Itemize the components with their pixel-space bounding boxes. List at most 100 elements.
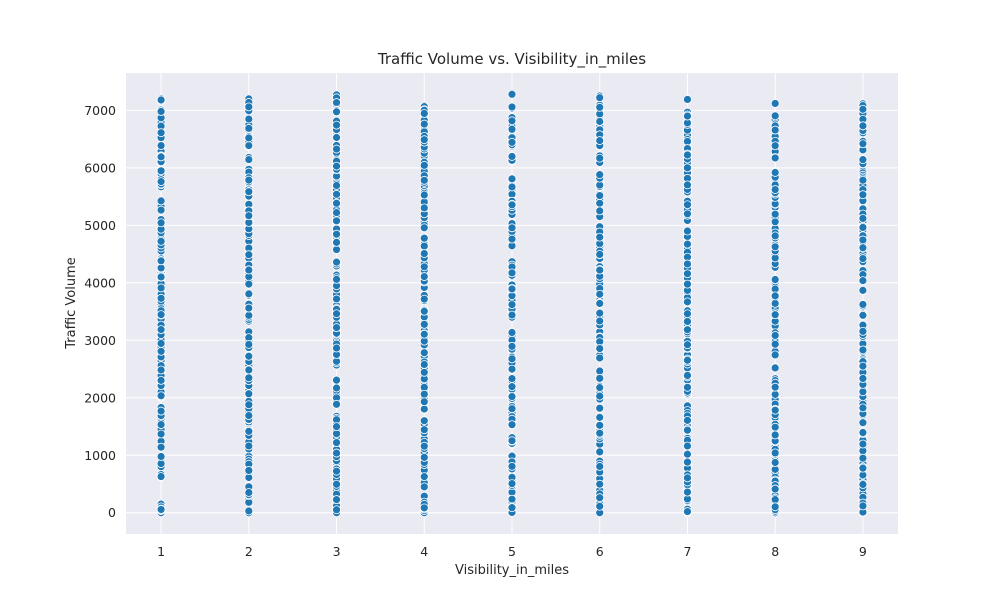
data-point	[595, 299, 605, 308]
data-point	[244, 389, 254, 399]
data-point	[332, 422, 341, 432]
y-tick-label: 6000	[84, 160, 116, 175]
data-point	[156, 339, 166, 348]
y-tick-label: 2000	[84, 390, 116, 405]
data-point	[156, 152, 166, 162]
data-point	[595, 501, 605, 511]
data-point	[683, 150, 692, 160]
data-point	[419, 135, 429, 145]
data-point	[244, 141, 254, 150]
data-point	[419, 348, 429, 358]
data-point	[156, 375, 166, 385]
data-point	[507, 374, 517, 383]
data-point	[683, 371, 692, 380]
data-point	[595, 232, 605, 242]
data-point	[858, 104, 868, 114]
data-point	[507, 116, 517, 126]
data-point	[595, 403, 605, 413]
data-point	[683, 441, 692, 451]
data-point	[683, 487, 692, 497]
data-point	[507, 404, 517, 414]
data-point	[858, 214, 868, 223]
data-point	[683, 382, 692, 392]
data-point	[507, 223, 517, 233]
data-point	[507, 124, 517, 134]
data-point	[858, 300, 868, 309]
data-points	[156, 89, 868, 518]
data-point	[507, 392, 517, 401]
data-point	[770, 242, 780, 252]
data-point	[419, 306, 429, 316]
data-point	[332, 375, 341, 385]
data-point	[244, 102, 254, 112]
data-point	[332, 144, 341, 154]
data-point	[858, 345, 868, 355]
data-point	[595, 373, 605, 383]
data-point	[332, 189, 341, 199]
data-point	[770, 339, 780, 349]
data-point	[683, 200, 692, 210]
chart-title: Traffic Volume vs. Visibility_in_miles	[377, 50, 646, 69]
data-point	[507, 152, 517, 161]
data-point	[507, 102, 517, 112]
data-point	[858, 139, 868, 149]
data-point	[156, 293, 166, 303]
data-point	[419, 233, 429, 243]
data-point	[858, 326, 868, 336]
data-point	[683, 309, 692, 319]
data-point	[244, 265, 254, 275]
data-point	[244, 506, 254, 516]
data-point	[332, 161, 341, 171]
data-point	[419, 360, 429, 369]
data-point	[156, 107, 166, 116]
data-point	[332, 120, 341, 130]
data-point	[419, 503, 429, 513]
data-point	[332, 198, 341, 208]
data-point	[156, 218, 166, 228]
y-tick-label: 7000	[84, 103, 116, 118]
data-point	[507, 284, 517, 294]
data-point	[244, 365, 254, 375]
data-point	[770, 310, 780, 320]
data-point	[858, 374, 868, 383]
data-point	[419, 389, 429, 399]
data-point	[595, 479, 605, 489]
y-tick-label: 3000	[84, 333, 116, 348]
data-point	[595, 117, 605, 126]
data-point	[156, 128, 166, 138]
data-point	[419, 452, 429, 462]
data-point	[507, 382, 517, 392]
x-axis-ticks: 1 2 3 4 5 6 7 8 9	[157, 544, 867, 559]
data-point	[332, 181, 341, 190]
data-point	[156, 310, 166, 320]
data-point	[595, 249, 605, 259]
data-point	[858, 439, 868, 449]
data-point	[595, 198, 605, 208]
data-point	[683, 239, 692, 249]
data-point	[332, 448, 341, 458]
data-point	[595, 447, 605, 457]
data-point	[419, 319, 429, 329]
data-point	[683, 449, 692, 459]
x-tick-label: 9	[859, 544, 867, 559]
data-point	[244, 114, 254, 124]
data-point	[595, 493, 605, 503]
data-point	[419, 404, 429, 414]
data-point	[770, 350, 780, 360]
x-tick-label: 3	[333, 544, 341, 559]
data-point	[595, 353, 605, 363]
data-point	[770, 448, 780, 458]
data-point	[858, 361, 868, 371]
data-point	[419, 441, 429, 451]
data-point	[683, 297, 692, 307]
data-point	[683, 111, 692, 121]
data-point	[244, 426, 254, 436]
x-tick-label: 1	[157, 544, 165, 559]
data-point	[507, 137, 517, 147]
data-point	[683, 457, 692, 467]
data-point	[332, 237, 341, 247]
data-point	[332, 257, 341, 267]
data-point	[156, 177, 166, 187]
